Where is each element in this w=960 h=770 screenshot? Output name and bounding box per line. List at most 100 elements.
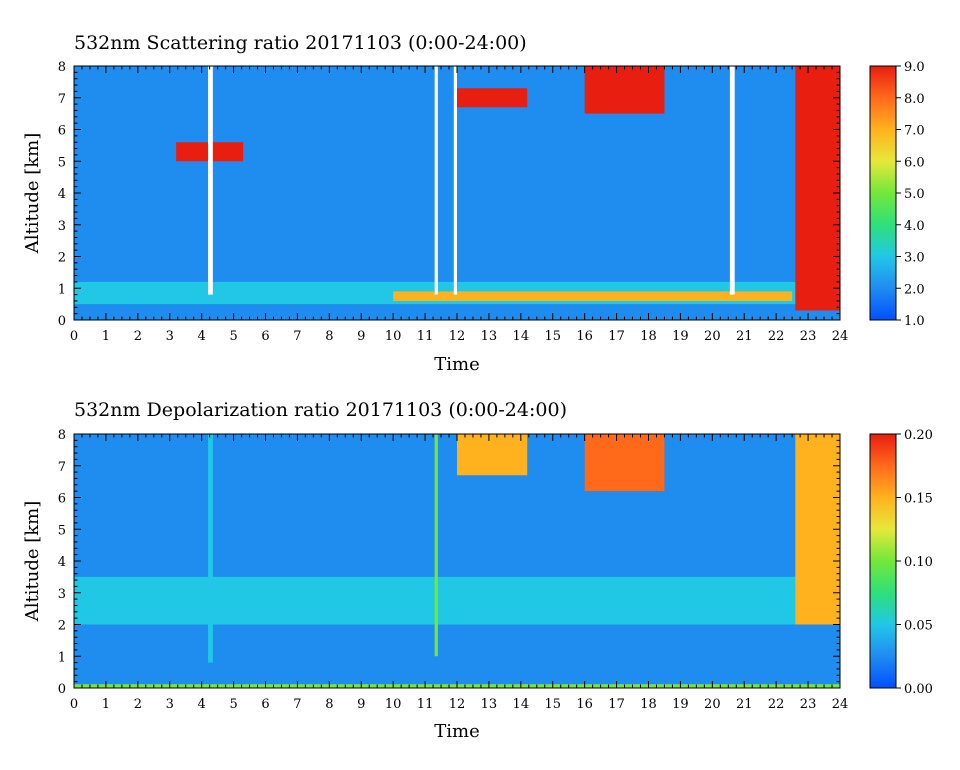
x-tick-label: 18 xyxy=(640,329,657,344)
x-tick-label: 3 xyxy=(166,697,174,712)
y-tick-label: 2 xyxy=(58,619,66,634)
colorbar-tick-label: 0.15 xyxy=(904,492,933,507)
heatmap-background xyxy=(74,434,840,688)
colorbar-tick-label: 5.0 xyxy=(904,187,925,202)
scattering-colorbar-ticks: 1.0 2.0 3.0 4.0 5.0 6.0 7.0 8.0 9.0 xyxy=(896,60,925,329)
colorbar-tick-label: 3.0 xyxy=(904,251,925,266)
scattering-panel: 532nm Scattering ratio 20171103 (0:00-24… xyxy=(22,32,925,375)
heatmap-cell-no-data xyxy=(453,66,457,295)
y-tick-label: 0 xyxy=(58,682,66,697)
y-tick-label: 4 xyxy=(58,555,66,570)
x-tick-label: 24 xyxy=(832,697,849,712)
x-tick-label: 11 xyxy=(417,329,434,344)
heatmap-cell-cloud xyxy=(584,66,665,114)
depolarization-ylabel: Altitude [km] xyxy=(22,501,43,623)
x-tick-label: 9 xyxy=(357,697,365,712)
colorbar-tick-label: 6.0 xyxy=(904,155,925,170)
x-tick-label: 1 xyxy=(102,329,110,344)
y-tick-label: 4 xyxy=(58,187,66,202)
depolarization-colorbar-ticks: 0.00 0.05 0.10 0.15 0.20 xyxy=(896,428,933,697)
colorbar-tick-label: 7.0 xyxy=(904,124,925,139)
heatmap-cell-column xyxy=(434,434,438,657)
x-tick-label: 9 xyxy=(357,329,365,344)
x-tick-label: 6 xyxy=(261,329,269,344)
x-tick-label: 12 xyxy=(449,697,466,712)
x-tick-label: 18 xyxy=(640,697,657,712)
heatmap-cell-column xyxy=(208,434,213,663)
y-tick-label: 6 xyxy=(58,492,66,507)
x-tick-label: 22 xyxy=(768,329,785,344)
x-tick-label: 19 xyxy=(672,697,689,712)
colorbar-tick-label: 0.20 xyxy=(904,428,933,443)
heatmap-cell-cloud xyxy=(457,88,528,108)
x-tick-label: 7 xyxy=(293,697,301,712)
x-tick-label: 21 xyxy=(736,329,753,344)
x-tick-label: 16 xyxy=(576,697,593,712)
x-tick-label: 14 xyxy=(513,697,530,712)
x-tick-label: 2 xyxy=(134,697,142,712)
x-tick-label: 13 xyxy=(481,697,498,712)
x-tick-label: 6 xyxy=(261,697,269,712)
heatmap-cell-no-data xyxy=(729,66,735,295)
y-tick-label: 8 xyxy=(58,60,66,75)
x-tick-label: 17 xyxy=(608,697,625,712)
colorbar-tick-label: 0.00 xyxy=(904,682,933,697)
x-tick-label: 3 xyxy=(166,329,174,344)
heatmap-cell-no-data xyxy=(434,66,438,295)
colorbar-tick-label: 4.0 xyxy=(904,219,925,234)
scattering-colorbar xyxy=(869,65,897,321)
y-tick-label: 8 xyxy=(58,428,66,443)
depolarization-colorbar xyxy=(869,433,897,689)
x-tick-label: 5 xyxy=(229,329,237,344)
x-tick-label: 12 xyxy=(449,329,466,344)
colorbar-tick-label: 0.10 xyxy=(904,555,933,570)
y-tick-label: 3 xyxy=(58,219,66,234)
x-tick-label: 14 xyxy=(513,329,530,344)
x-tick-label: 0 xyxy=(70,697,78,712)
scattering-xlabel: Time xyxy=(434,354,479,375)
heatmap-cell-layer xyxy=(74,576,840,625)
x-tick-label: 21 xyxy=(736,697,753,712)
x-tick-label: 15 xyxy=(544,329,561,344)
depolarization-title: 532nm Depolarization ratio 20171103 (0:0… xyxy=(74,399,567,421)
y-tick-label: 2 xyxy=(58,251,66,266)
colorbar-tick-label: 0.05 xyxy=(904,619,933,634)
x-tick-label: 15 xyxy=(544,697,561,712)
x-tick-label: 1 xyxy=(102,697,110,712)
depolarization-panel: 532nm Depolarization ratio 20171103 (0:0… xyxy=(22,399,933,742)
colorbar-tick-label: 2.0 xyxy=(904,282,925,297)
scattering-heatmap xyxy=(74,66,840,320)
x-tick-label: 7 xyxy=(293,329,301,344)
y-tick-label: 5 xyxy=(58,155,66,170)
y-tick-label: 0 xyxy=(58,314,66,329)
heatmap-cell-ice-cloud xyxy=(584,434,665,492)
y-tick-label: 6 xyxy=(58,124,66,139)
x-tick-label: 10 xyxy=(385,329,402,344)
x-tick-label: 23 xyxy=(800,697,817,712)
colorbar-tick-label: 9.0 xyxy=(904,60,925,75)
colorbar-tick-label: 1.0 xyxy=(904,314,925,329)
heatmap-cell-ice-cloud xyxy=(457,434,528,476)
depolarization-heatmap xyxy=(74,434,840,688)
y-tick-label: 5 xyxy=(58,523,66,538)
x-tick-label: 22 xyxy=(768,697,785,712)
y-tick-label: 1 xyxy=(58,282,66,297)
scattering-axes: 0 1 2 3 4 5 6 7 8 9 10 11 12 13 14 15 16 17 18 19 20 21 22 23 24… xyxy=(58,60,849,344)
x-tick-label: 11 xyxy=(417,697,434,712)
y-tick-label: 7 xyxy=(58,460,66,475)
scattering-title: 532nm Scattering ratio 20171103 (0:00-24… xyxy=(74,32,527,54)
y-tick-label: 1 xyxy=(58,650,66,665)
x-tick-label: 24 xyxy=(832,329,849,344)
x-tick-label: 8 xyxy=(325,697,333,712)
depolarization-axes: 0 1 2 3 4 5 6 7 8 9 10 11 12 13 14 15 16 17 18 19 20 21 22 23 24… xyxy=(58,428,849,712)
x-tick-label: 2 xyxy=(134,329,142,344)
heatmap-cell-ice-cloud xyxy=(795,434,840,625)
x-tick-label: 20 xyxy=(704,329,721,344)
y-tick-label: 3 xyxy=(58,587,66,602)
y-tick-label: 7 xyxy=(58,92,66,107)
x-tick-label: 19 xyxy=(672,329,689,344)
scattering-ylabel: Altitude [km] xyxy=(22,133,43,255)
x-tick-label: 4 xyxy=(198,697,206,712)
x-tick-label: 0 xyxy=(70,329,78,344)
